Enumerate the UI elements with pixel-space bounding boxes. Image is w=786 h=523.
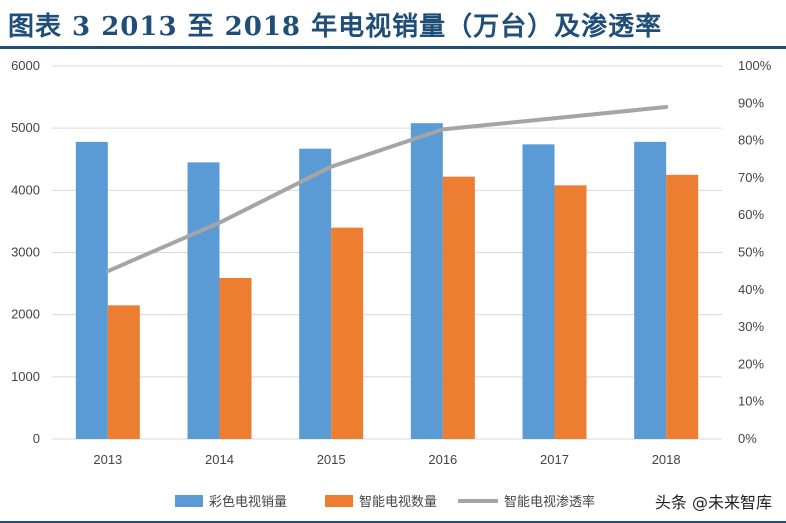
y-tick-label: 2000 [11, 307, 40, 322]
bar-smart-tv-count [331, 227, 364, 439]
x-tick-label: 2018 [652, 452, 681, 467]
bar-color-tv-sales [410, 123, 443, 440]
bar-color-tv-sales [299, 148, 332, 439]
bar-color-tv-sales [187, 162, 220, 439]
bar-color-tv-sales [634, 141, 667, 439]
bar-color-tv-sales [522, 144, 555, 439]
y-tick-label: 0 [33, 431, 40, 446]
y2-tick-label: 50% [738, 245, 764, 260]
legend-swatch [175, 495, 203, 507]
y2-tick-label: 80% [738, 133, 764, 148]
y2-tick-label: 70% [738, 170, 764, 185]
y2-tick-label: 90% [738, 95, 764, 110]
y2-tick-label: 40% [738, 282, 764, 297]
header: 图表 3 2013 至 2018 年电视销量（万台）及渗透率 [0, 0, 786, 50]
y-tick-label: 5000 [11, 120, 40, 135]
x-tick-label: 2015 [317, 452, 346, 467]
y2-tick-label: 100% [738, 58, 772, 73]
bar-smart-tv-count [219, 277, 252, 439]
y2-tick-label: 60% [738, 207, 764, 222]
y2-tick-label: 0% [738, 431, 757, 446]
y-tick-label: 1000 [11, 369, 40, 384]
y-tick-label: 4000 [11, 182, 40, 197]
x-tick-label: 2014 [205, 452, 234, 467]
bar-smart-tv-count [666, 174, 699, 439]
title-rule [0, 46, 786, 49]
x-tick-label: 2017 [540, 452, 569, 467]
page-title: 图表 3 2013 至 2018 年电视销量（万台）及渗透率 [8, 12, 663, 42]
bar-line-chart: 0 1000 2000 3000 4000 5000 6000 0% 10% 20% 30% 40% 5… [11, 58, 772, 510]
y2-tick-label: 30% [738, 319, 764, 334]
bar-smart-tv-count [442, 176, 475, 439]
watermark: 头条 @未来智库 [654, 493, 772, 512]
legend-label: 智能电视渗透率 [504, 494, 595, 510]
bar-color-tv-sales [75, 141, 108, 439]
y2-tick-label: 20% [738, 356, 764, 371]
series-line-penetration [105, 105, 669, 274]
y2-tick-label: 10% [738, 394, 764, 409]
x-tick-label: 2016 [428, 452, 457, 467]
legend-swatch [325, 495, 353, 507]
legend-label: 智能电视数量 [359, 495, 437, 510]
y-tick-label: 6000 [11, 58, 40, 73]
x-tick-label: 2013 [93, 452, 122, 467]
legend-label: 彩色电视销量 [209, 494, 287, 510]
y-tick-label: 3000 [11, 245, 40, 260]
bar-smart-tv-count [554, 185, 587, 439]
bottom-rule [0, 521, 786, 523]
bar-smart-tv-count [107, 305, 140, 439]
